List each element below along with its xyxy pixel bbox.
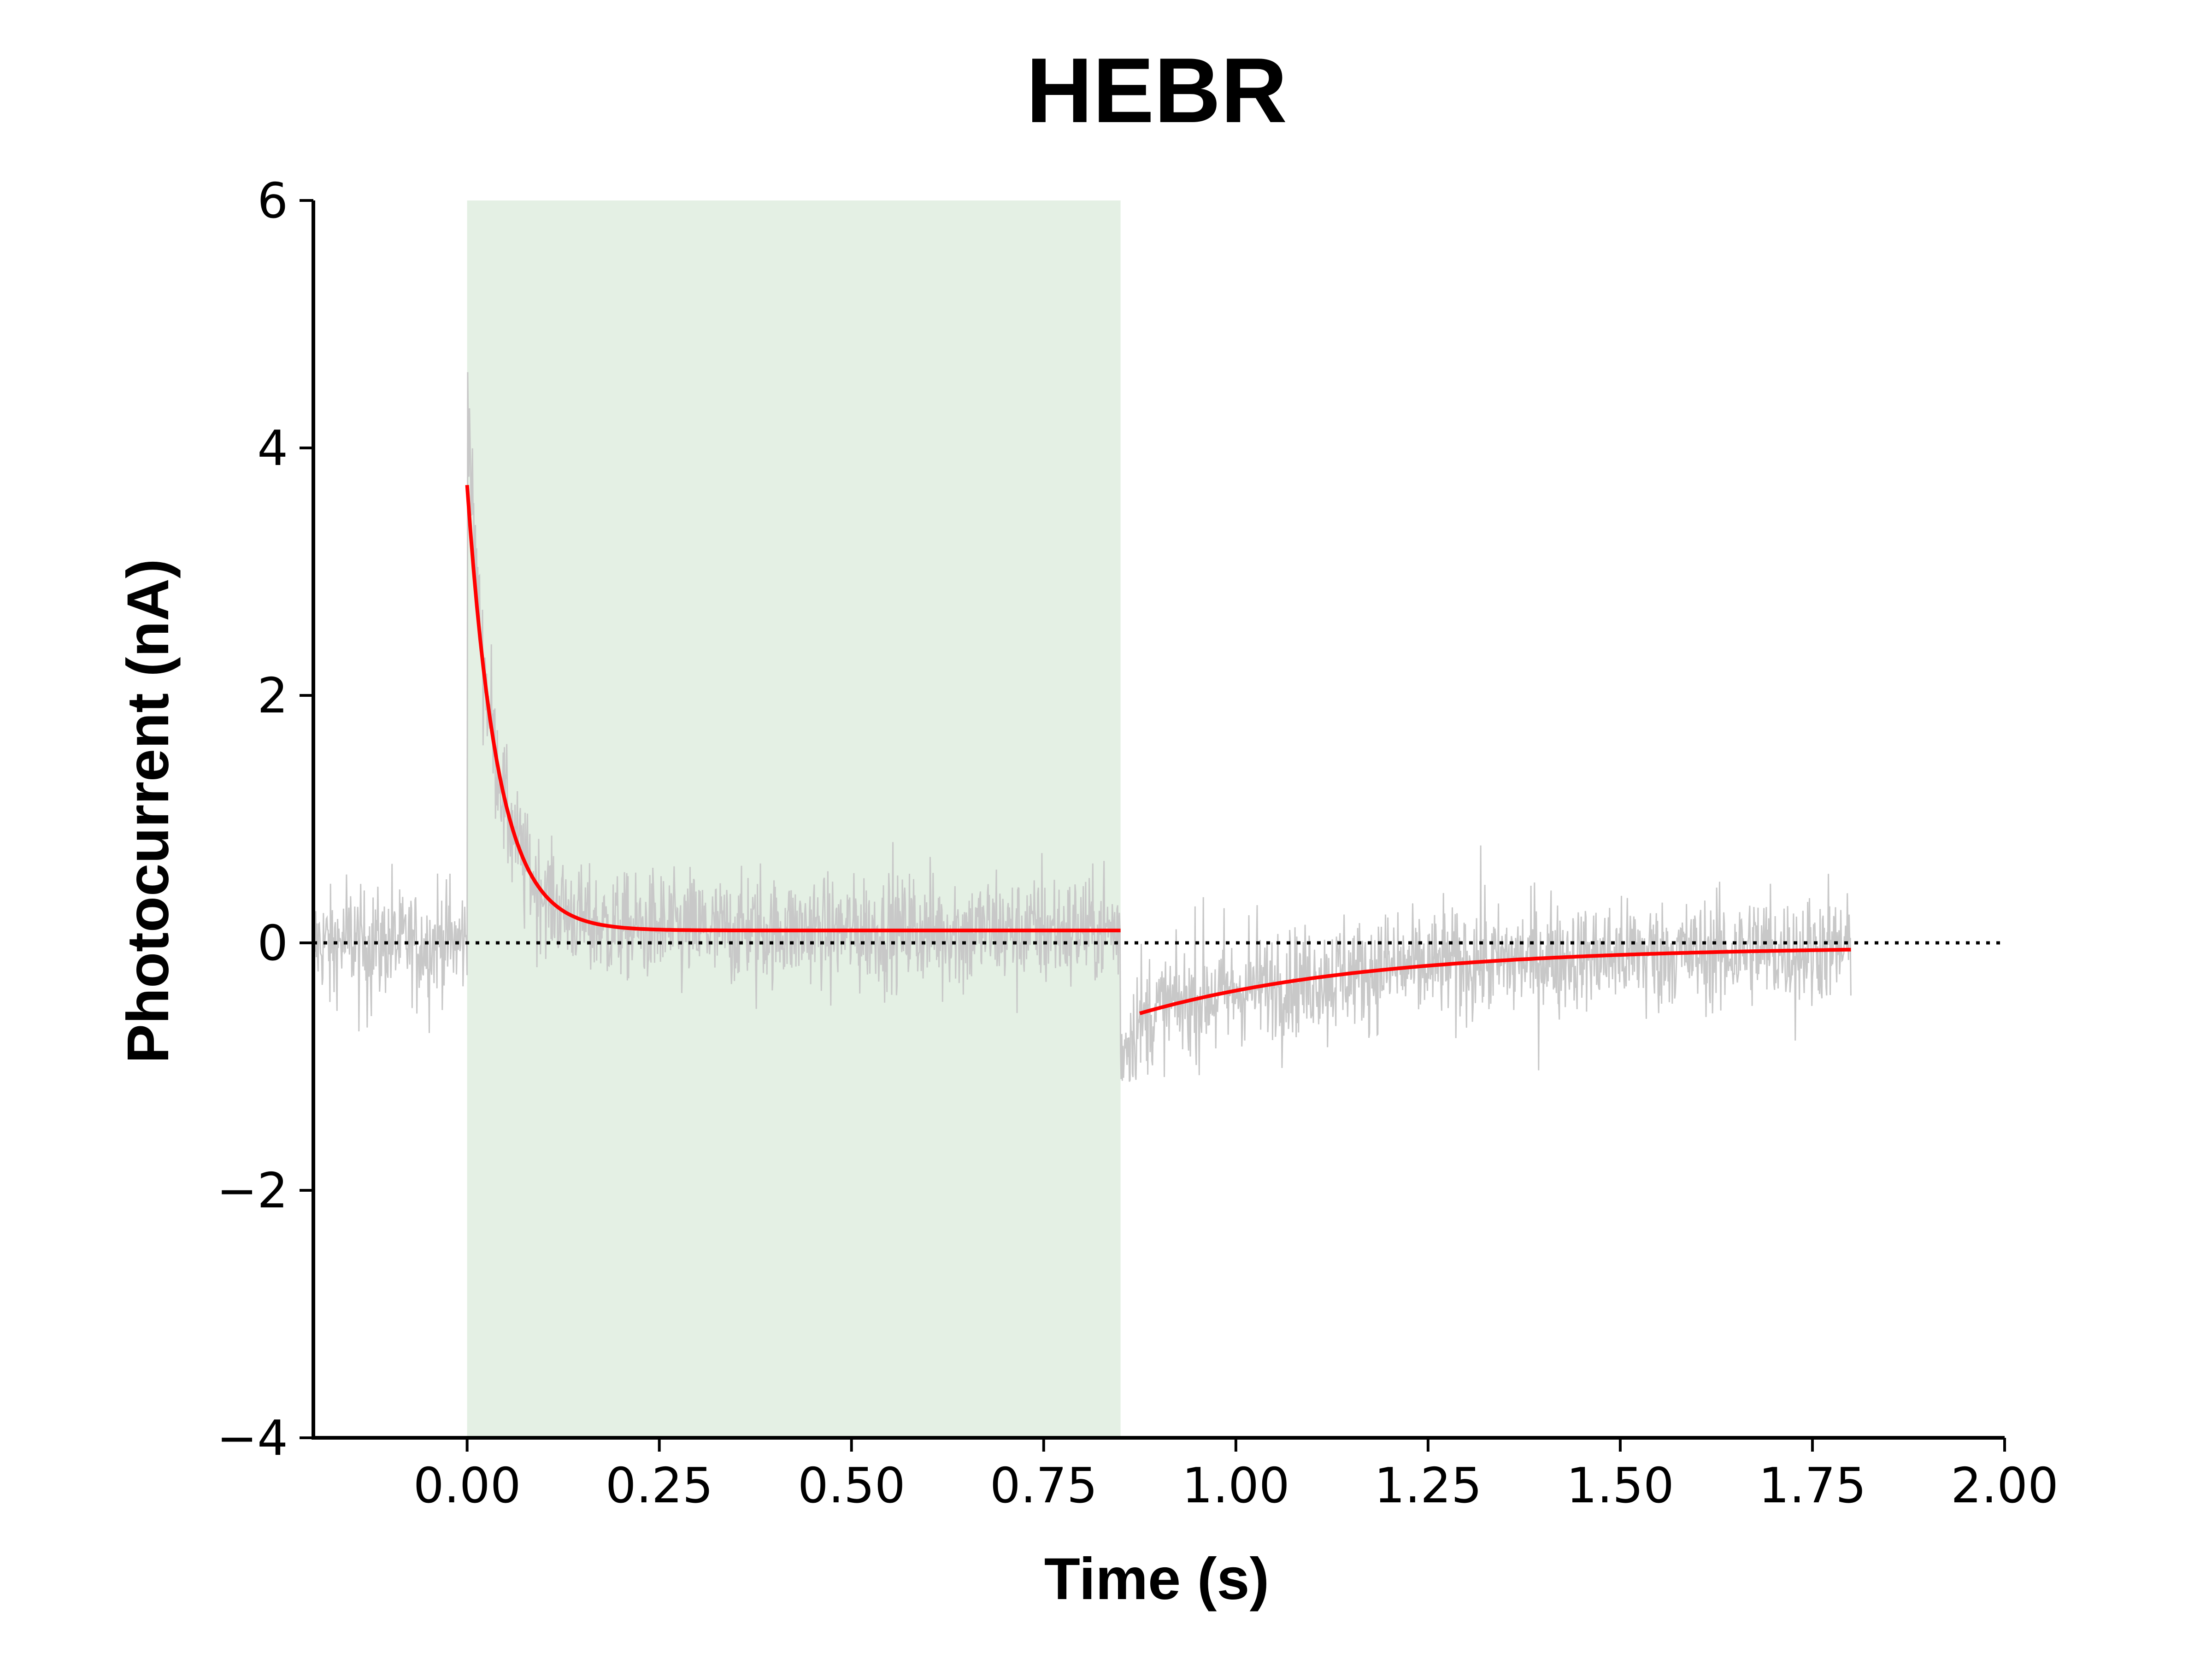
x-tick-label: 0.00 xyxy=(413,1458,521,1514)
x-tick-label: 1.25 xyxy=(1374,1458,1482,1514)
x-axis-label: Time (s) xyxy=(1044,1546,1269,1612)
x-tick-label: 1.75 xyxy=(1759,1458,1866,1514)
y-tick-label: 2 xyxy=(257,668,288,724)
y-tick-label: 6 xyxy=(257,173,288,229)
x-tick-label: 1.50 xyxy=(1566,1458,1674,1514)
axes: 0.00 0.25 0.50 0.75 1.00 1.25 1.50 1.75 2.00 −4 −2… xyxy=(217,173,2059,1514)
raw-trace-line xyxy=(312,372,1852,1082)
x-tick-label: 0.25 xyxy=(606,1458,713,1514)
x-tick-label: 0.75 xyxy=(990,1458,1098,1514)
x-tick-label: 2.00 xyxy=(1951,1458,2059,1514)
chart-title: HEBR xyxy=(1026,39,1288,142)
y-tick-label: 0 xyxy=(257,915,288,971)
x-tick-label: 0.50 xyxy=(798,1458,906,1514)
y-tick-label: 4 xyxy=(257,420,288,477)
x-tick-label: 1.00 xyxy=(1182,1458,1290,1514)
y-tick-label: −4 xyxy=(217,1410,288,1466)
stimulus-window xyxy=(467,200,1121,1438)
fit-curve-1 xyxy=(465,485,1121,933)
y-axis-label: Photocurrent (nA) xyxy=(115,559,181,1064)
fit-curve-2 xyxy=(1139,947,1851,1015)
plot-area xyxy=(312,200,2005,1438)
y-tick-label: −2 xyxy=(217,1163,288,1219)
